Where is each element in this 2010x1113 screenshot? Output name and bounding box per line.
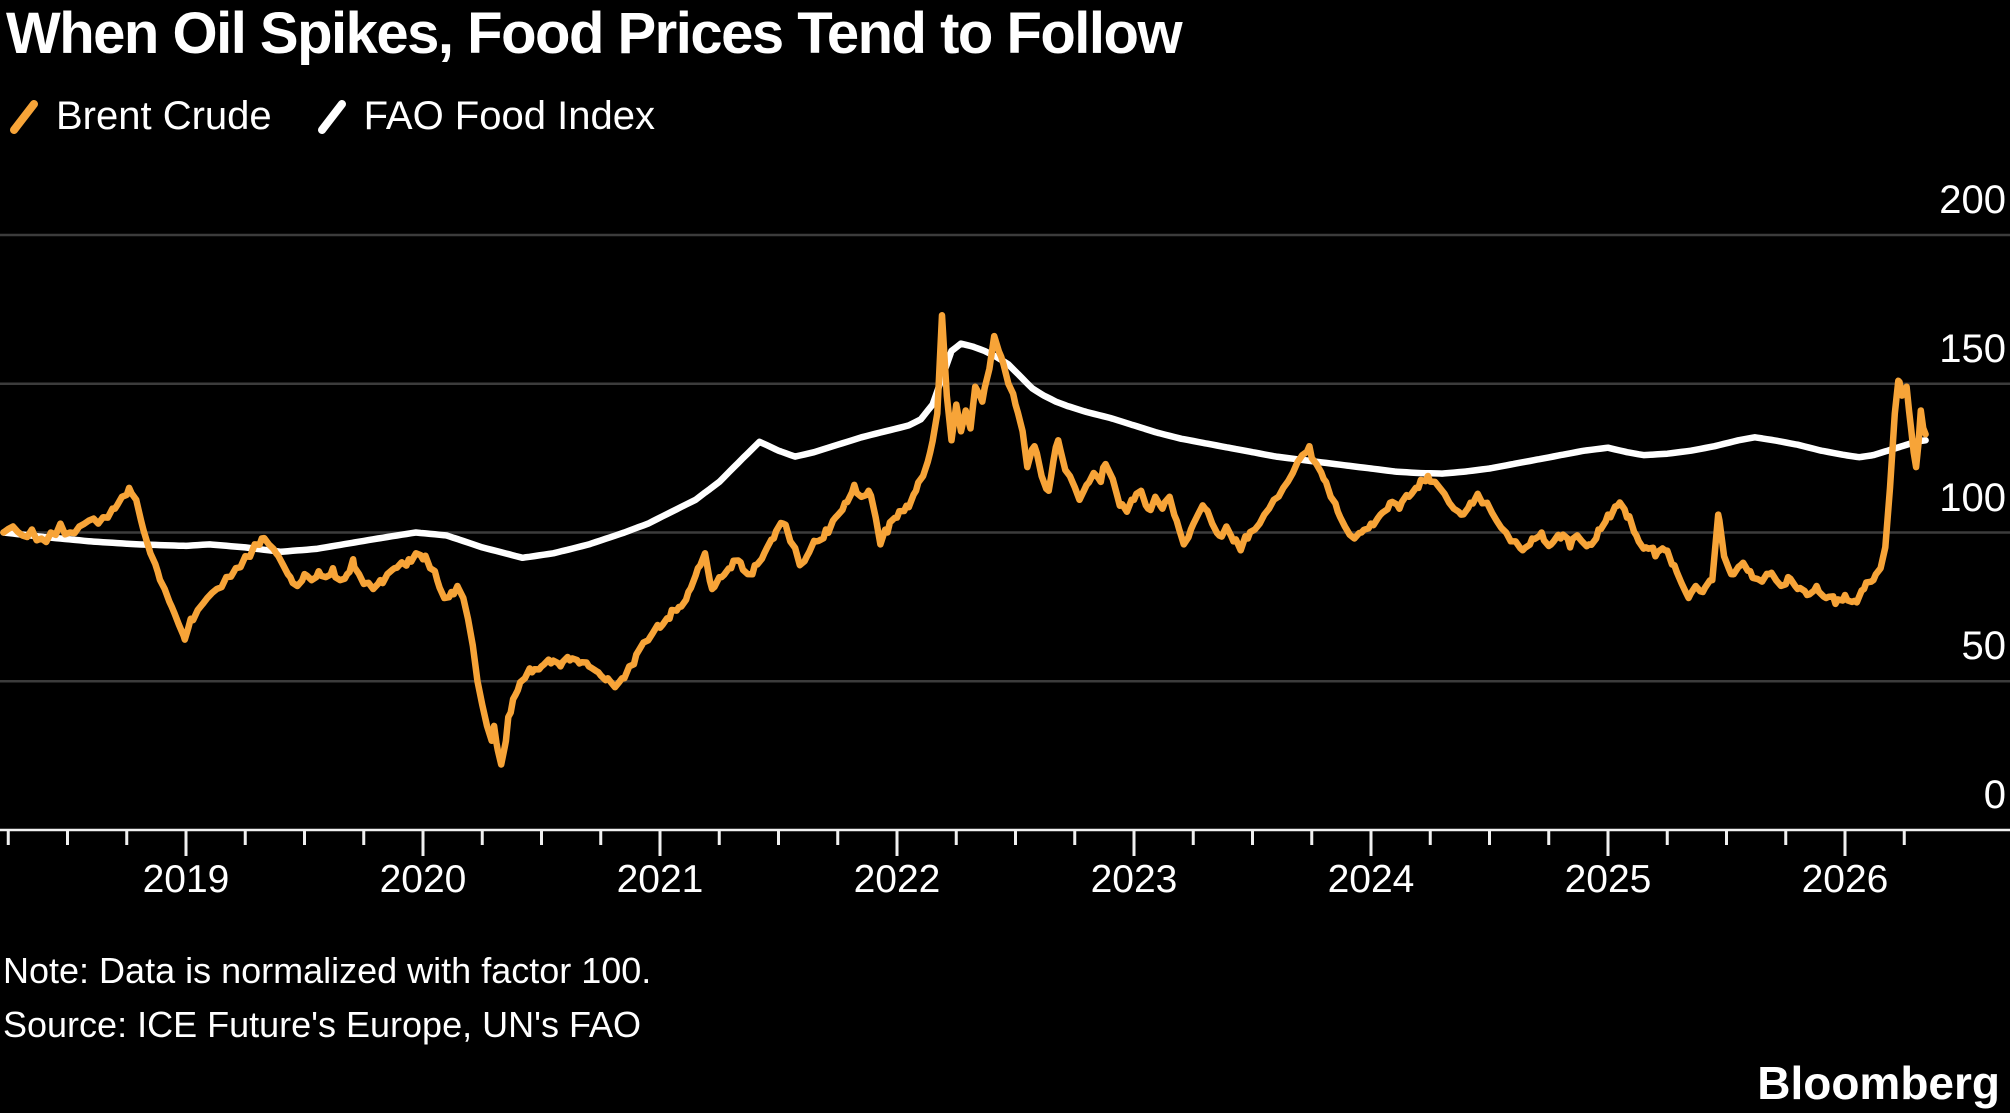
brent-slash-icon [10, 99, 38, 134]
brent-series-line [0, 312, 1929, 768]
fao-slash-icon [317, 99, 346, 134]
legend-item-fao: FAO Food Index [316, 94, 655, 139]
legend-label-brent: Brent Crude [56, 94, 272, 138]
note-text: Note: Data is normalized with factor 100… [3, 950, 652, 991]
source-text: Source: ICE Future's Europe, UN's FAO [3, 1004, 641, 1045]
legend: Brent Crude FAO Food Index [8, 94, 655, 139]
bloomberg-logo: Bloomberg [1757, 1057, 2000, 1109]
fao-series-line [0, 340, 1929, 562]
legend-item-brent: Brent Crude [8, 94, 272, 139]
chart-title: When Oil Spikes, Food Prices Tend to Fol… [6, 1, 1183, 66]
legend-label-fao: FAO Food Index [363, 94, 655, 138]
